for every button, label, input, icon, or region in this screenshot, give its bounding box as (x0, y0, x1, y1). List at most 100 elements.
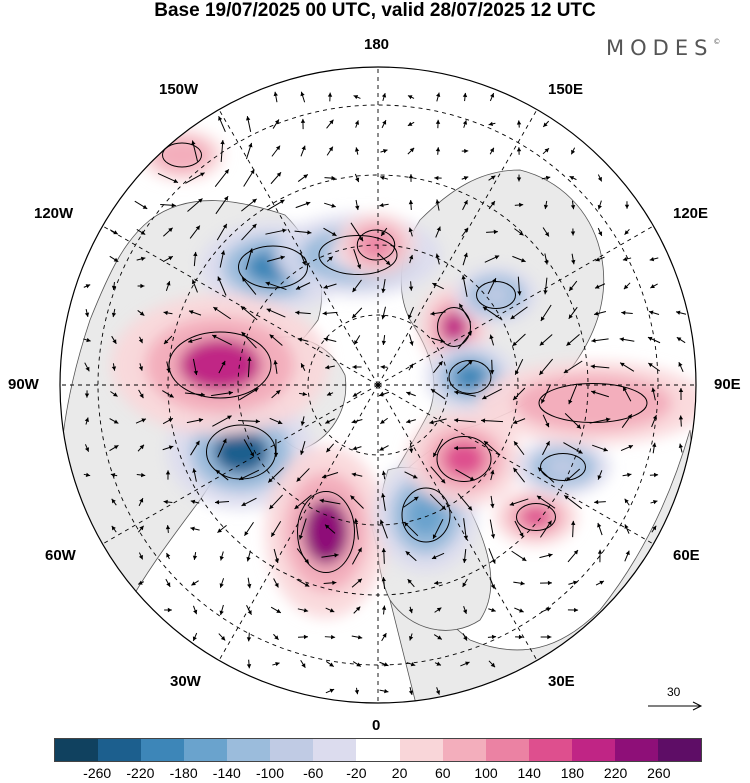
wind-arrow (321, 472, 339, 479)
wind-arrow (379, 688, 389, 694)
colorbar-tick-label: 140 (517, 765, 541, 781)
wind-arrow (247, 356, 252, 378)
wind-arrow (193, 251, 198, 267)
wind-arrow (516, 147, 522, 155)
anomaly-pos-central-asia (494, 488, 578, 546)
wind-arrow (378, 391, 390, 397)
wind-arrow (353, 249, 362, 269)
wind-arrow (482, 306, 502, 320)
wind-arrow (323, 283, 337, 289)
wind-arrow (138, 552, 144, 560)
wind-arrow (84, 444, 90, 452)
wind-arrow (296, 468, 310, 482)
wind-arrow (544, 253, 549, 265)
wind-arrow (350, 222, 364, 242)
wind-arrow (651, 525, 657, 533)
wind-arrow (514, 228, 524, 236)
wind-arrow (408, 227, 413, 237)
latitude-circle (307, 314, 449, 456)
wind-arrow (300, 252, 307, 266)
wind-arrow (295, 201, 311, 209)
wind-arrow (589, 417, 611, 424)
wind-arrow (323, 227, 337, 237)
wind-arrow (219, 250, 226, 268)
anomaly-neg-east-asia-contour (540, 453, 586, 481)
wind-arrow (488, 548, 496, 564)
wind-arrow (568, 580, 578, 585)
wind-arrow (239, 387, 259, 401)
wind-arrow (323, 337, 337, 342)
wind-arrow (326, 256, 334, 262)
wind-arrow (462, 549, 467, 563)
wind-arrow (381, 548, 387, 564)
wind-scale-label: 30 (667, 685, 681, 699)
lon-label-150e: 150E (548, 81, 584, 98)
wind-arrow (379, 519, 388, 539)
wind-arrow (83, 284, 91, 289)
wind-arrow (483, 440, 501, 456)
colorbar-tick-label: 180 (560, 765, 585, 781)
colorbar-tick-label: -260 (83, 765, 112, 781)
wind-arrow (649, 256, 659, 262)
lon-label-120w: 120W (34, 205, 74, 222)
wind-arrow (211, 390, 233, 397)
wind-arrow (454, 418, 476, 423)
wind-arrow (84, 390, 90, 398)
anomaly-pos-central-asia-contour (516, 503, 556, 531)
wind-arrow (189, 225, 201, 239)
wind-arrow (165, 525, 171, 533)
wind-arrow (326, 661, 334, 667)
wind-arrow (510, 306, 528, 320)
wind-arrow (406, 391, 416, 397)
wind-arrow (407, 147, 415, 155)
wind-arrow (352, 279, 362, 293)
wind-arrow (435, 226, 441, 238)
wind-arrow (512, 418, 526, 424)
wind-arrow (509, 498, 529, 506)
wind-arrow (267, 255, 285, 262)
wind-arrow (265, 228, 287, 235)
wind-arrow (353, 518, 359, 540)
wind-arrow (351, 547, 363, 565)
wind-arrow (351, 578, 363, 588)
wind-arrow (219, 604, 224, 616)
wind-arrow (379, 175, 389, 181)
wind-arrow (433, 634, 443, 640)
wind-arrow (571, 253, 576, 265)
wind-arrow (296, 579, 310, 587)
wind-arrow (652, 442, 657, 454)
wind-arrow (542, 227, 550, 237)
wind-arrow (381, 119, 387, 129)
wind-arrow (243, 169, 255, 187)
colorbar-bin (98, 739, 142, 761)
wind-arrow (135, 418, 147, 424)
wind-arrow (111, 282, 117, 290)
wind-arrow (543, 277, 548, 295)
colorbar-bin (614, 739, 658, 761)
wind-arrow (650, 283, 658, 289)
wind-arrow (462, 252, 468, 266)
wind-arrow (624, 498, 630, 506)
wind-arrow (461, 275, 468, 297)
wind-arrow (300, 441, 306, 455)
wind-arrow (381, 493, 386, 511)
wind-vectors (83, 91, 687, 695)
wind-arrow (246, 116, 252, 132)
colorbar-bin (313, 739, 357, 761)
wind-arrow (433, 360, 443, 374)
wind-arrow (408, 443, 414, 453)
wind-arrow (408, 606, 413, 614)
wind-arrow (188, 310, 202, 316)
wind-arrow (431, 552, 445, 560)
wind-arrow (323, 580, 337, 585)
wind-arrow (565, 468, 581, 482)
wind-arrow (354, 120, 360, 128)
lon-label-30w: 30W (170, 673, 201, 690)
wind-arrow (460, 661, 470, 667)
wind-arrow (434, 607, 442, 613)
wind-arrow (324, 202, 336, 208)
lon-label-90w: 90W (8, 376, 39, 393)
anomaly-pos-north-atlantic (265, 445, 387, 619)
wind-arrow (591, 338, 609, 343)
wind-arrow (563, 360, 583, 374)
